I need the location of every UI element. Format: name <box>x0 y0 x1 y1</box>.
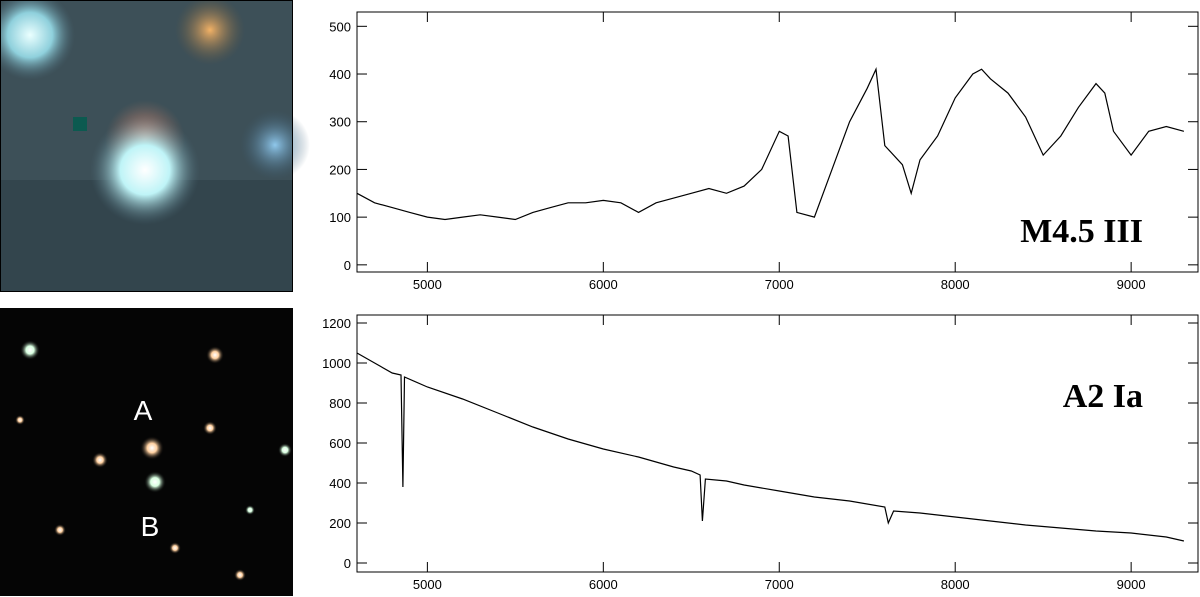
x-tick-label: 8000 <box>941 577 970 592</box>
y-tick-label: 600 <box>329 436 351 451</box>
y-tick-label: 500 <box>329 19 351 34</box>
annotation: M4.5 III <box>1020 213 1143 250</box>
y-tick-label: 200 <box>329 516 351 531</box>
x-tick-label: 6000 <box>589 277 618 292</box>
y-tick-label: 1000 <box>322 356 351 371</box>
annotation: A2 Ia <box>1063 378 1143 415</box>
y-tick-label: 400 <box>329 67 351 82</box>
y-tick-label: 100 <box>329 210 351 225</box>
y-tick-label: 800 <box>329 396 351 411</box>
y-tick-label: 1200 <box>322 316 351 331</box>
y-tick-label: 0 <box>344 556 351 571</box>
y-tick-label: 400 <box>329 476 351 491</box>
x-tick-label: 9000 <box>1117 577 1146 592</box>
image-label: A <box>134 395 153 426</box>
plot-frame <box>356 11 1199 273</box>
y-tick-label: 200 <box>329 162 351 177</box>
x-tick-label: 8000 <box>941 277 970 292</box>
x-tick-label: 6000 <box>589 577 618 592</box>
x-tick-label: 7000 <box>765 277 794 292</box>
x-tick-label: 5000 <box>413 277 442 292</box>
image-bottom: A B <box>0 308 293 596</box>
x-tick-label: 5000 <box>413 577 442 592</box>
x-tick-label: 9000 <box>1117 277 1146 292</box>
y-tick-label: 300 <box>329 115 351 130</box>
spectrum-line <box>356 352 1185 542</box>
image-label: B <box>141 511 160 542</box>
spectrum-line <box>356 67 1185 221</box>
y-tick-label: 0 <box>344 258 351 273</box>
image-top <box>0 0 310 292</box>
x-tick-label: 7000 <box>765 577 794 592</box>
plot-frame <box>356 314 1199 573</box>
